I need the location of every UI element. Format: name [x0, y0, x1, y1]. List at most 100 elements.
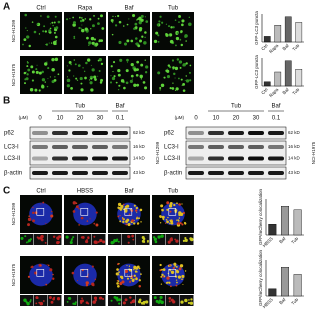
puncta — [153, 39, 158, 44]
puncta — [178, 217, 181, 219]
puncta — [125, 223, 128, 226]
puncta — [162, 218, 165, 221]
puncta — [127, 241, 130, 244]
puncta — [169, 87, 172, 90]
puncta — [184, 238, 187, 242]
puncta — [174, 89, 177, 91]
puncta — [190, 298, 193, 301]
puncta — [133, 204, 136, 207]
puncta — [30, 65, 34, 69]
puncta — [124, 269, 128, 274]
puncta — [145, 20, 149, 23]
puncta — [165, 23, 168, 25]
puncta — [75, 205, 79, 209]
puncta — [31, 70, 35, 74]
puncta — [166, 75, 171, 79]
puncta — [26, 30, 28, 32]
puncta — [90, 36, 95, 41]
column-header: Tub — [168, 6, 179, 12]
puncta — [23, 71, 27, 75]
puncta — [136, 19, 138, 21]
inset — [64, 295, 78, 306]
puncta — [98, 40, 101, 43]
puncta — [87, 237, 90, 240]
puncta — [133, 274, 136, 278]
puncta — [79, 76, 83, 81]
column-header: Ctrl — [36, 6, 45, 12]
puncta — [178, 60, 183, 64]
puncta — [102, 240, 106, 244]
puncta — [97, 17, 100, 20]
puncta — [159, 295, 163, 300]
puncta — [176, 219, 178, 221]
puncta — [129, 296, 132, 299]
puncta — [57, 241, 61, 244]
puncta — [99, 81, 103, 84]
column-header: Baf — [124, 189, 133, 195]
puncta — [77, 279, 79, 282]
puncta — [142, 300, 146, 304]
puncta — [159, 15, 162, 18]
row-label: NCI-H1299 — [11, 202, 16, 225]
puncta — [168, 281, 171, 284]
puncta — [117, 88, 120, 91]
puncta — [131, 78, 133, 80]
puncta — [128, 265, 131, 267]
puncta — [89, 81, 93, 85]
puncta — [52, 24, 54, 27]
band — [32, 171, 48, 175]
puncta — [38, 71, 42, 75]
puncta — [125, 81, 129, 85]
puncta — [54, 76, 56, 78]
x-tick-label: Tub — [291, 87, 300, 96]
puncta — [29, 88, 34, 92]
puncta — [160, 204, 164, 208]
puncta — [42, 300, 45, 302]
puncta — [175, 36, 180, 41]
puncta — [111, 21, 114, 24]
puncta — [181, 19, 185, 23]
puncta — [158, 20, 161, 23]
bar — [268, 223, 277, 236]
puncta — [27, 217, 32, 222]
puncta — [138, 20, 142, 25]
puncta — [119, 58, 123, 62]
puncta — [178, 203, 181, 206]
puncta — [73, 59, 75, 61]
protein-label: p62 — [164, 131, 175, 137]
puncta — [169, 219, 174, 223]
puncta — [137, 300, 142, 304]
puncta — [162, 275, 165, 278]
x-tick-label: Ctrl — [260, 43, 268, 51]
inset-box — [80, 268, 89, 277]
puncta — [78, 207, 80, 210]
puncta — [167, 68, 169, 70]
puncta — [69, 240, 73, 245]
puncta — [36, 64, 38, 66]
puncta — [172, 26, 175, 29]
puncta — [126, 61, 129, 63]
puncta — [45, 223, 47, 225]
size-label: 16 kD — [288, 144, 301, 149]
puncta — [189, 79, 192, 82]
bar — [295, 22, 303, 43]
puncta — [122, 203, 125, 206]
dose-label: 30 — [253, 116, 260, 122]
protein-label: p62 — [4, 131, 15, 137]
puncta — [145, 65, 149, 69]
puncta — [27, 240, 30, 243]
puncta — [155, 31, 159, 35]
puncta — [115, 272, 119, 276]
puncta — [119, 208, 122, 211]
puncta — [163, 76, 166, 79]
puncta — [178, 15, 181, 18]
size-label: 14 kD — [288, 156, 301, 161]
puncta — [86, 36, 89, 40]
band — [188, 145, 204, 149]
puncta — [117, 215, 120, 218]
puncta — [115, 81, 118, 84]
puncta — [140, 14, 144, 18]
puncta — [42, 201, 45, 204]
puncta — [81, 24, 83, 26]
puncta — [173, 262, 177, 266]
